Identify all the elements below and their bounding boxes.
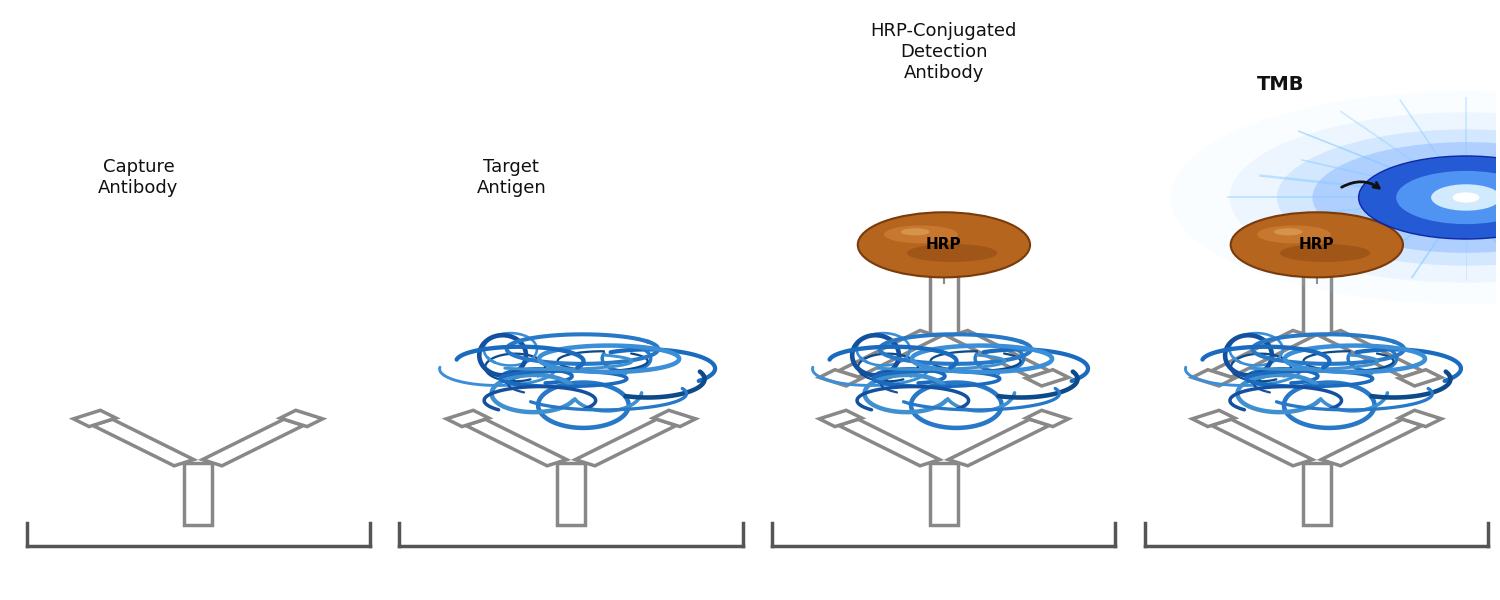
Polygon shape [1026,370,1068,386]
Polygon shape [1212,331,1312,377]
Polygon shape [839,419,939,466]
Ellipse shape [1274,228,1302,235]
Polygon shape [948,331,1048,377]
Text: TMB: TMB [1257,75,1305,94]
Polygon shape [447,410,489,427]
Ellipse shape [1396,171,1500,224]
Polygon shape [1400,370,1441,386]
Ellipse shape [1276,130,1500,266]
Polygon shape [1192,410,1234,427]
Polygon shape [839,331,939,377]
Ellipse shape [908,244,998,262]
Polygon shape [1302,463,1330,525]
Ellipse shape [1312,142,1500,253]
Polygon shape [93,419,194,466]
Ellipse shape [902,228,930,235]
Polygon shape [948,419,1048,466]
Ellipse shape [1452,193,1479,203]
Polygon shape [576,419,676,466]
Polygon shape [1026,410,1068,427]
Polygon shape [652,410,696,427]
Polygon shape [465,419,567,466]
Ellipse shape [1170,91,1500,304]
Ellipse shape [858,212,1030,277]
Polygon shape [930,463,958,525]
Text: Target
Antigen: Target Antigen [477,158,546,197]
Ellipse shape [1230,112,1500,283]
Polygon shape [1322,419,1422,466]
Polygon shape [280,410,322,427]
Polygon shape [74,410,116,427]
Polygon shape [1302,271,1330,334]
Polygon shape [184,463,211,525]
Polygon shape [1212,419,1312,466]
Ellipse shape [1280,244,1370,262]
Polygon shape [202,419,303,466]
Polygon shape [1400,410,1441,427]
Ellipse shape [1257,226,1330,244]
Text: HRP: HRP [1299,238,1335,253]
Text: HRP-Conjugated
Detection
Antibody: HRP-Conjugated Detection Antibody [870,22,1017,82]
Polygon shape [819,410,862,427]
Ellipse shape [1359,156,1500,239]
Ellipse shape [884,226,959,244]
Text: Capture
Antibody: Capture Antibody [98,158,178,197]
Polygon shape [930,271,958,334]
Text: HRP: HRP [926,238,962,253]
Ellipse shape [1431,184,1500,211]
Polygon shape [819,370,862,386]
Polygon shape [1322,331,1422,377]
Ellipse shape [1230,212,1403,277]
Polygon shape [556,463,585,525]
Polygon shape [1192,370,1234,386]
